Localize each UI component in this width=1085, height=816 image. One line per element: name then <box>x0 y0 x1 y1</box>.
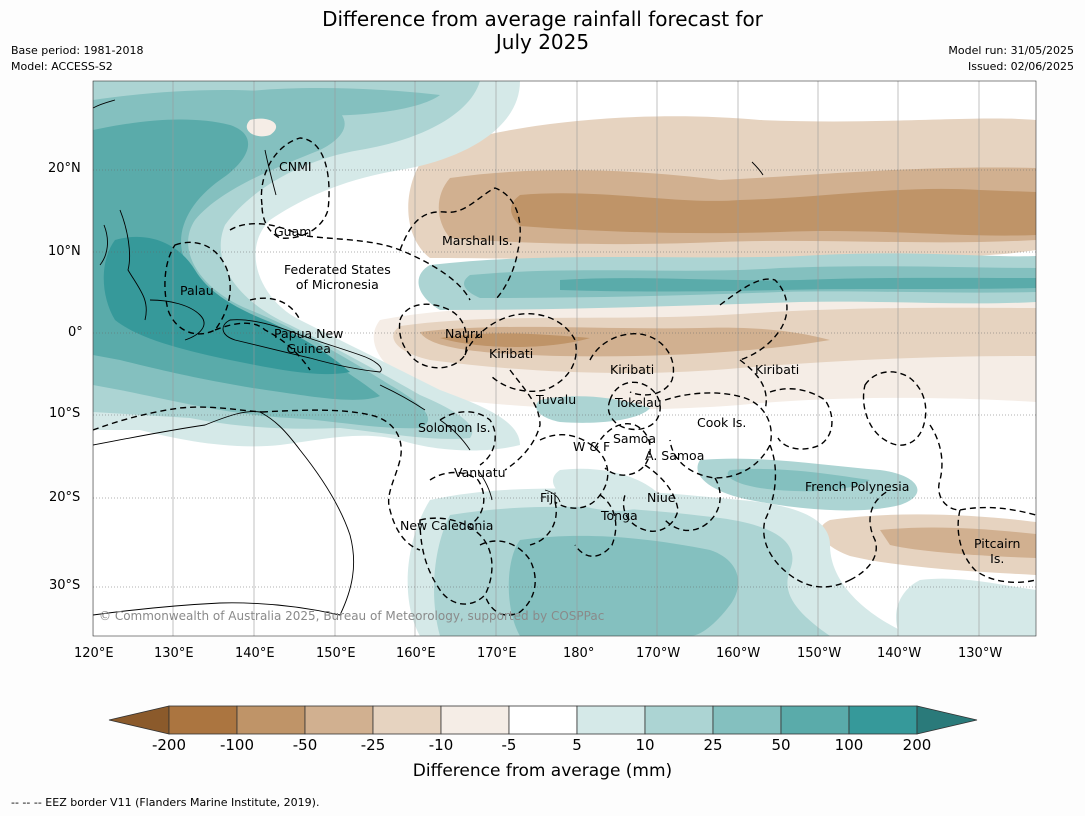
colorbar-label: -200 <box>151 736 187 754</box>
place-label-kiribati-west: Kiribati <box>489 346 534 361</box>
colorbar-label: -5 <box>501 736 517 754</box>
place-label-cook-islands: Cook Is. <box>697 415 747 430</box>
colorbar-bin <box>508 705 578 735</box>
place-label-tokelau: Tokelau <box>615 395 662 410</box>
place-label-papua-new-guinea: Papua New Guinea <box>274 326 344 356</box>
place-label-kiribati-east: Kiribati <box>755 362 800 377</box>
colorbar-label: 10 <box>635 736 655 754</box>
place-label-fiji: Fiji <box>540 490 557 505</box>
place-label-marshall-islands: Marshall Is. <box>442 233 513 248</box>
lon-tick: 170°W <box>636 646 681 661</box>
colorbar-bin <box>576 705 646 735</box>
colorbar-label: 200 <box>902 736 932 754</box>
place-label-new-caledonia: New Caledonia <box>400 518 494 533</box>
colorbar-bin <box>712 705 782 735</box>
place-label-tuvalu: Tuvalu <box>536 392 577 407</box>
place-label-niue: Niue <box>647 490 676 505</box>
place-label-pitcairn-islands: Pitcairn Is. <box>974 536 1021 566</box>
lon-tick: 150°E <box>316 646 356 661</box>
place-label-palau: Palau <box>180 283 214 298</box>
lon-tick: 140°E <box>235 646 275 661</box>
place-label-micronesia: Federated States of Micronesia <box>284 262 391 292</box>
lon-tick: 130°W <box>958 646 1003 661</box>
lon-tick: 130°E <box>154 646 194 661</box>
colorbar-bin <box>848 705 918 735</box>
colorbar <box>108 705 978 735</box>
place-label-solomon-islands: Solomon Is. <box>418 420 491 435</box>
meta-left: Base period: 1981-2018 Model: ACCESS-S2 <box>11 43 143 75</box>
place-label-vanuatu: Vanuatu <box>454 465 506 480</box>
copyright-notice: © Commonwealth of Australia 2025, Bureau… <box>99 609 605 623</box>
place-label-french-polynesia: French Polynesia <box>805 479 910 494</box>
issued-text: Issued: 02/06/2025 <box>967 60 1074 73</box>
model-run-text: Model run: 31/05/2025 <box>948 44 1074 57</box>
base-period-text: Base period: 1981-2018 <box>11 44 144 57</box>
place-label-guam: Guam <box>274 224 312 239</box>
lat-tick: 10°S <box>49 406 81 421</box>
colorbar-title: Difference from average (mm) <box>412 761 673 781</box>
colorbar-bin <box>644 705 714 735</box>
model-text: Model: ACCESS-S2 <box>11 60 113 73</box>
lon-tick: 160°W <box>716 646 761 661</box>
place-label-cnmi: CNMI <box>279 159 312 174</box>
colorbar-label: 25 <box>703 736 723 754</box>
latitude-gridlines <box>93 169 1036 588</box>
lon-tick: 180° <box>563 646 595 661</box>
eez-footnote: -- -- -- EEZ border V11 (Flanders Marine… <box>11 796 320 809</box>
colorbar-bin <box>780 705 850 735</box>
eez-borders <box>93 137 1036 616</box>
place-label-wallis-futuna: W & F <box>573 439 611 454</box>
colorbar-label: 5 <box>572 736 582 754</box>
colorbar-extend-high <box>916 705 978 735</box>
colorbar-label: -100 <box>219 736 255 754</box>
lon-tick: 150°W <box>797 646 842 661</box>
colorbar-extend-low <box>108 705 170 735</box>
lat-tick: 30°S <box>49 578 81 593</box>
lon-tick: 120°E <box>74 646 114 661</box>
colorbar-bin <box>168 705 238 735</box>
colorbar-bin <box>304 705 374 735</box>
coastlines <box>93 99 764 616</box>
lon-tick: 140°W <box>877 646 922 661</box>
place-label-kiribati-central: Kiribati <box>610 362 655 377</box>
longitude-gridlines <box>93 81 980 636</box>
colorbar-label: -50 <box>292 736 318 754</box>
map-title-line-1: Difference from average rainfall forecas… <box>322 7 763 31</box>
colorbar-label: -25 <box>360 736 386 754</box>
lon-tick: 170°E <box>477 646 517 661</box>
lat-tick: 20°S <box>49 490 81 505</box>
place-label-american-samoa: A. Samoa <box>645 448 705 463</box>
map-area <box>93 81 1036 636</box>
lat-tick: 10°N <box>48 244 81 259</box>
colorbar-bin <box>236 705 306 735</box>
map-title-line-2: July 2025 <box>495 30 590 54</box>
place-label-tonga: Tonga <box>601 508 638 523</box>
colorbar-label: -10 <box>428 736 454 754</box>
lat-tick: 0° <box>68 325 83 340</box>
meta-right: Model run: 31/05/2025 Issued: 02/06/2025 <box>948 43 1074 75</box>
lon-tick: 160°E <box>396 646 436 661</box>
lat-tick: 20°N <box>48 161 81 176</box>
colorbar-label: 50 <box>771 736 791 754</box>
place-label-samoa: Samoa <box>613 431 657 446</box>
colorbar-bin <box>372 705 442 735</box>
place-label-nauru: Nauru <box>445 326 483 341</box>
colorbar-bin <box>440 705 510 735</box>
colorbar-label: 100 <box>834 736 864 754</box>
